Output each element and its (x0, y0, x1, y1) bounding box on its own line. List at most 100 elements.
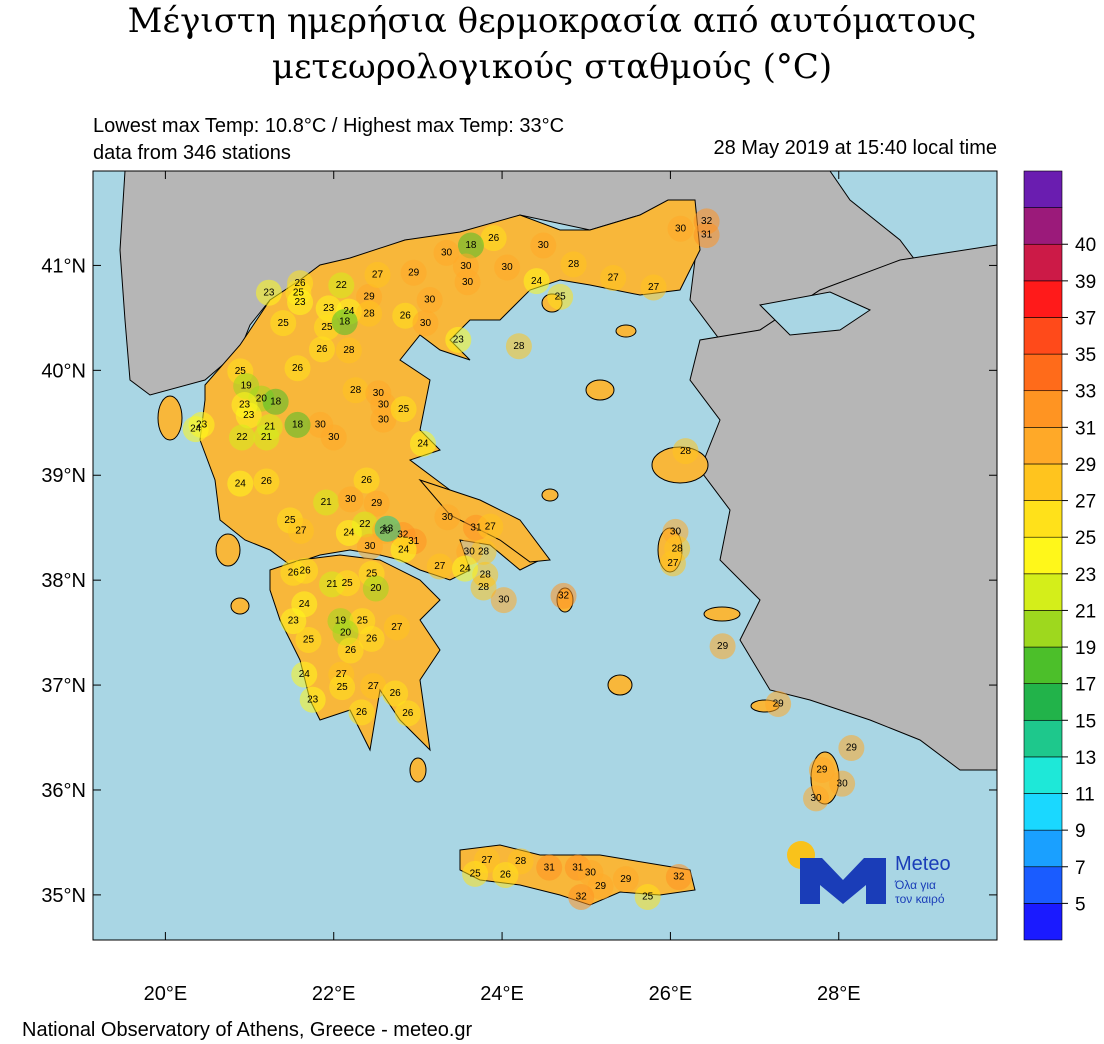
station-value: 26 (390, 688, 402, 699)
station-shade (659, 550, 686, 577)
station-value: 24 (343, 528, 355, 539)
station-value: 30 (328, 432, 340, 443)
station-value: 32 (576, 892, 588, 903)
colorbar-box (1023, 390, 1063, 428)
station-shade (374, 515, 401, 542)
station-shade (331, 309, 358, 336)
logo-tagline: τον καιρό (895, 892, 945, 906)
station-shade (320, 424, 347, 451)
station-value: 32 (673, 872, 685, 883)
station-shade (358, 625, 385, 652)
station-value: 26 (292, 363, 304, 374)
station-value: 30 (364, 541, 376, 552)
station-value: 26 (500, 870, 512, 881)
land-turkey (689, 244, 997, 771)
station-shade (409, 430, 436, 457)
station-value: 27 (648, 282, 660, 293)
station-value: 25 (555, 292, 567, 303)
station-value: 24 (299, 669, 311, 680)
station-value: 23 (453, 335, 465, 346)
station-shade (765, 690, 792, 717)
station-shade (709, 633, 736, 660)
station-shade (490, 587, 517, 614)
colorbar-box (1023, 646, 1063, 684)
logo-tagline: Όλα για (894, 878, 936, 892)
station-value: 30 (315, 420, 327, 431)
station-shade (253, 424, 280, 451)
station-shade (308, 336, 335, 363)
station-value: 25 (321, 322, 333, 333)
station-shade (364, 261, 391, 288)
station-value: 26 (300, 565, 312, 576)
station-value: 24 (235, 478, 247, 489)
station-shade (329, 674, 356, 701)
station-shade (480, 225, 507, 252)
colorbar-label: 21 (1075, 601, 1096, 622)
station-shade (470, 538, 497, 565)
colorbar-box (1023, 427, 1063, 465)
colorbar-label: 5 (1075, 894, 1086, 915)
station-value: 28 (672, 543, 684, 554)
station-value: 30 (441, 247, 453, 258)
station-shade (390, 396, 417, 423)
station-shade (280, 608, 307, 635)
y-tick-label: 35°N (41, 885, 86, 907)
station-value: 25 (642, 892, 654, 903)
logo-name: Meteo (895, 853, 951, 875)
station-value: 29 (408, 267, 420, 278)
station-shade (445, 326, 472, 353)
colorbar-box (1023, 756, 1063, 794)
station-value: 27 (295, 525, 307, 536)
station-value: 26 (356, 707, 368, 718)
station-shade (356, 533, 383, 560)
station-shade (335, 519, 362, 546)
timestamp: 28 May 2019 at 15:40 local time (713, 137, 997, 159)
map-frame (92, 170, 998, 941)
station-value: 22 (336, 280, 348, 291)
station-shade (426, 553, 453, 580)
station-value: 30 (345, 494, 357, 505)
station-value: 24 (459, 563, 471, 574)
station-shade (227, 470, 254, 497)
station-value: 29 (816, 765, 828, 776)
station-shade (287, 517, 314, 544)
station-shade (348, 699, 375, 726)
station-shade (536, 854, 563, 881)
station-shade (492, 861, 519, 888)
station-shade (693, 221, 720, 248)
station-shade (612, 866, 639, 893)
station-value: 29 (364, 292, 376, 303)
station-shade (295, 626, 322, 653)
station-value: 29 (380, 525, 392, 536)
title-line: Μέγιστη ημερήσια θερμοκρασία από αυτόματ… (128, 1, 977, 41)
colorbar-box (1023, 243, 1063, 282)
colorbar-box (1023, 793, 1063, 831)
station-shade (287, 289, 314, 316)
station-shade (335, 337, 362, 364)
station-value: 31 (408, 536, 420, 547)
station-shade (313, 489, 340, 516)
station-value: 30 (502, 262, 514, 273)
station-value: 25 (293, 287, 305, 298)
station-shade (523, 268, 550, 295)
station-shade (412, 310, 439, 337)
colorbar-label: 33 (1075, 382, 1096, 403)
subtitle: Lowest max Temp: 10.8°C / Highest max Te… (93, 115, 564, 137)
station-shade (838, 735, 865, 762)
station-shade (383, 614, 410, 641)
station-shade (808, 757, 835, 784)
x-tick-label: 24°E (480, 983, 524, 1005)
station-shade (228, 424, 255, 451)
y-tick-label: 38°N (41, 570, 86, 592)
station-value: 28 (480, 570, 492, 581)
station-value: 25 (284, 515, 296, 526)
station-value: 19 (335, 616, 347, 627)
colorbar-box (1023, 683, 1063, 721)
station-value: 25 (303, 635, 315, 646)
station-value: 13 (382, 523, 394, 534)
station-shade (416, 287, 443, 314)
station-shade (182, 416, 209, 443)
station-shade (550, 582, 577, 609)
